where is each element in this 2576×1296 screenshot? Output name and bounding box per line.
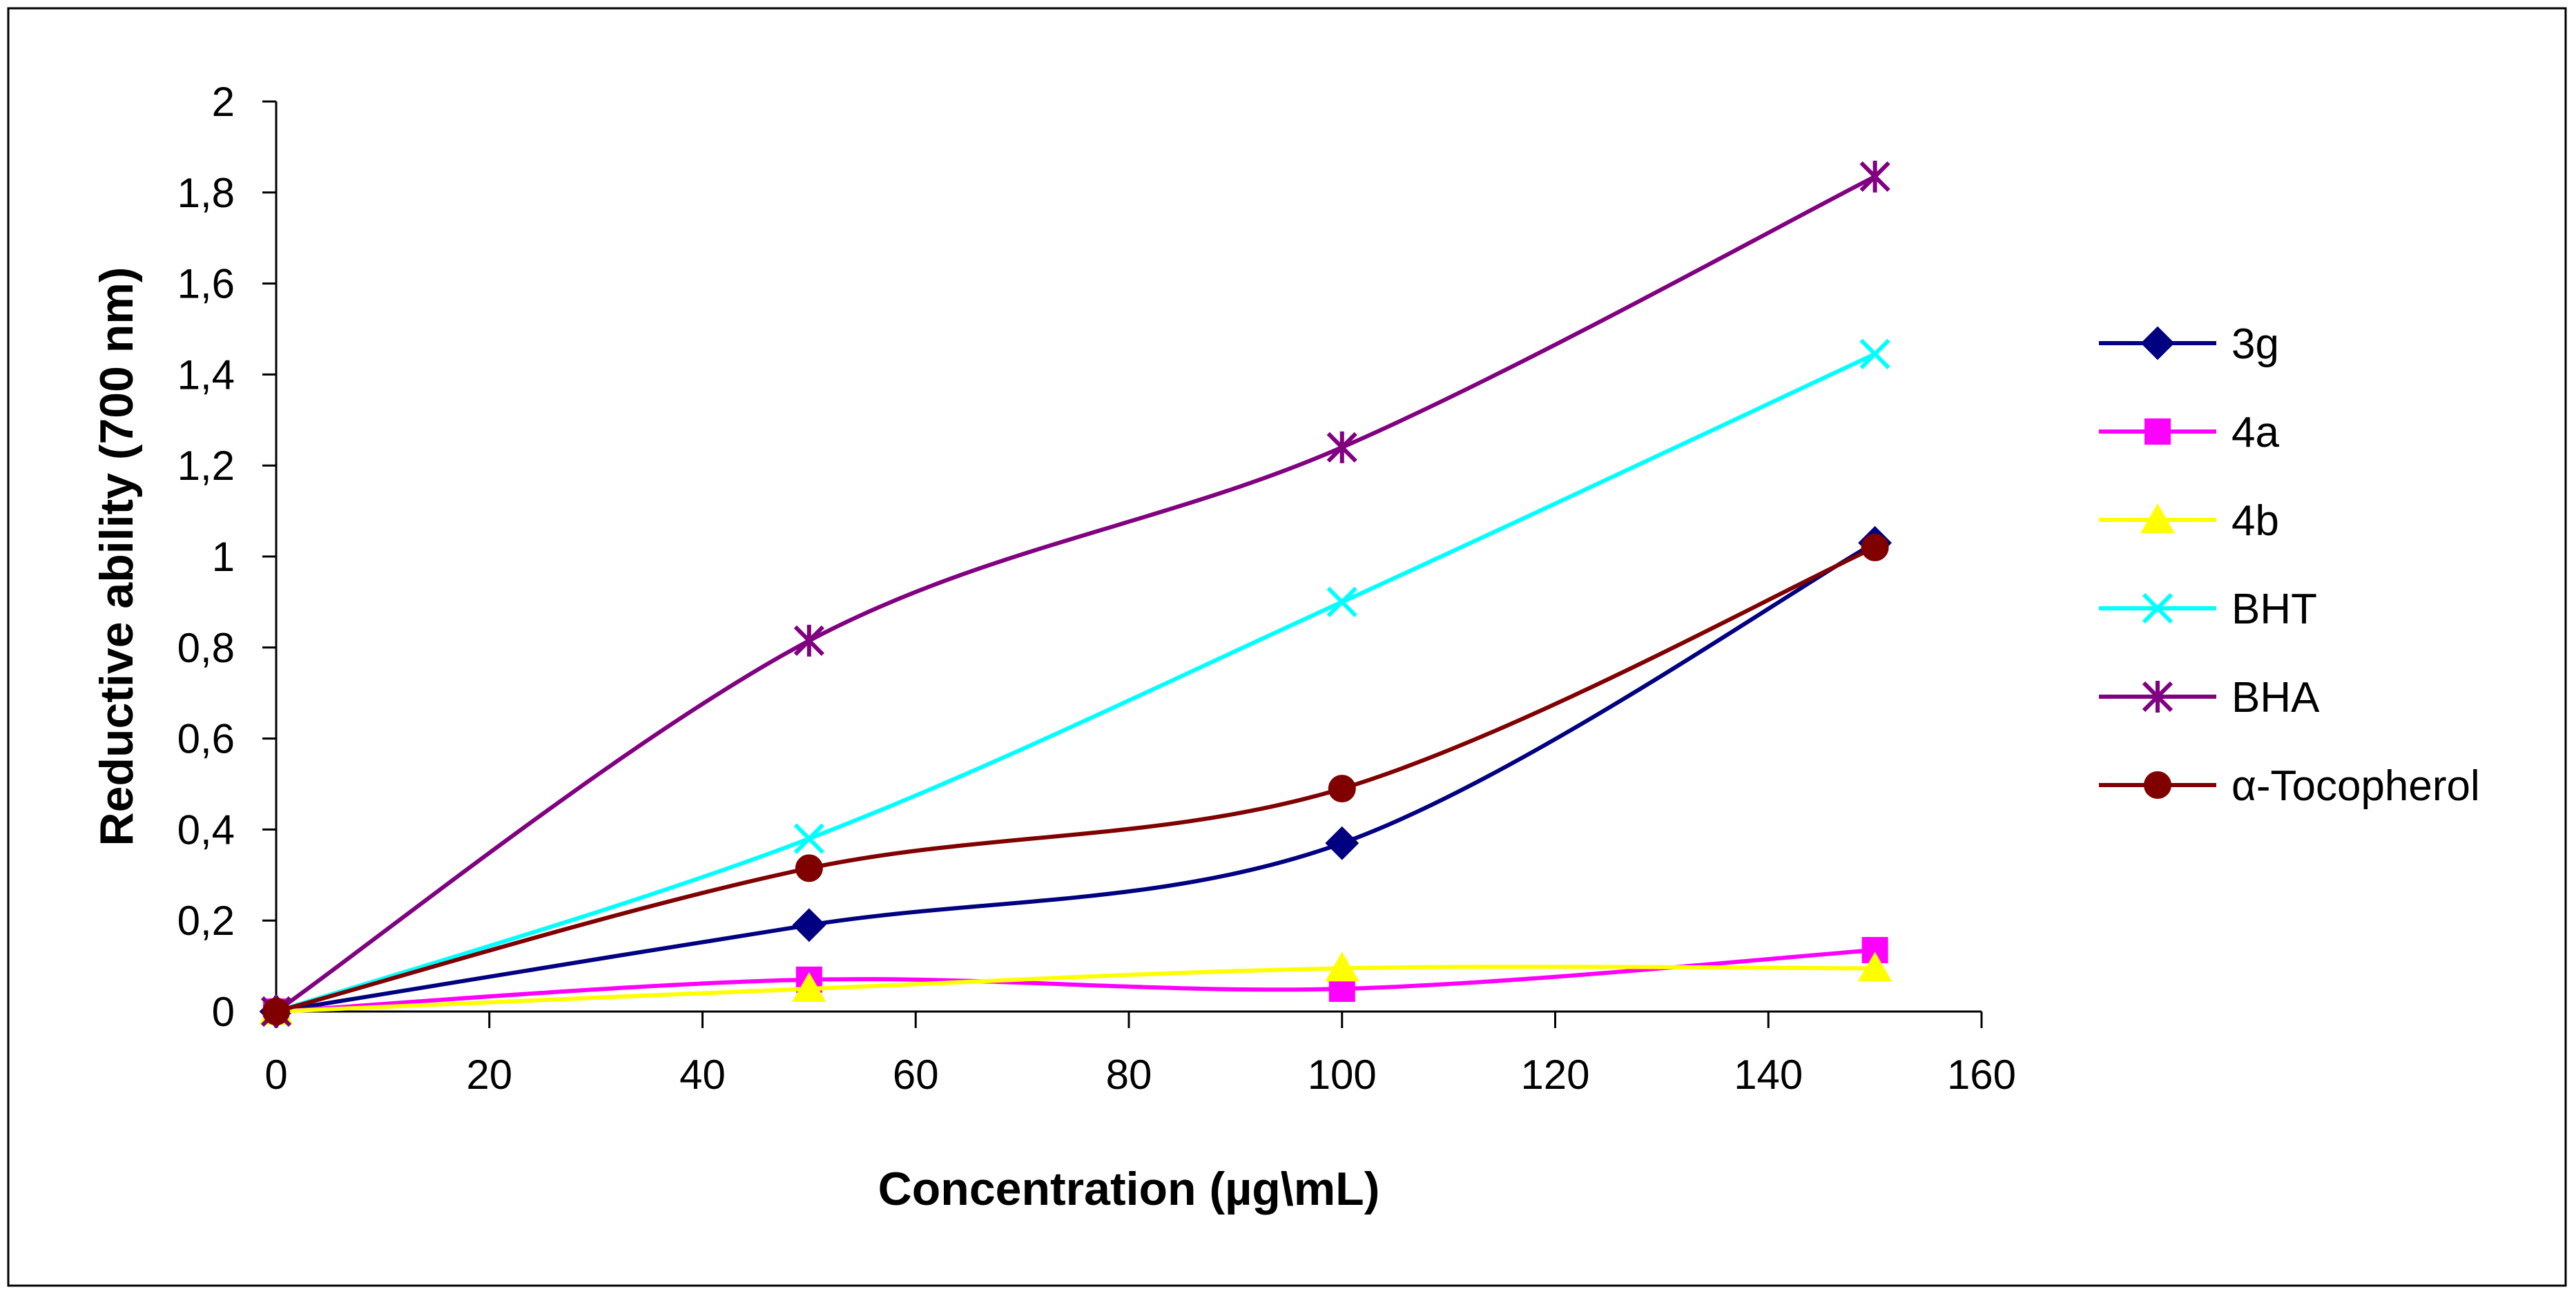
data-point-tocopherol bbox=[1328, 775, 1356, 803]
x-tick-label: 80 bbox=[1106, 1052, 1152, 1098]
series-line-bha bbox=[275, 175, 1876, 1014]
y-tick-label: 0 bbox=[212, 989, 235, 1035]
legend-item-bha: BHA bbox=[2099, 674, 2320, 722]
legend-item-3g: 3g bbox=[2099, 320, 2279, 368]
data-point-4b bbox=[792, 972, 826, 1003]
data-point-4b bbox=[1325, 951, 1359, 982]
x-axis-title: Concentration (µg\mL) bbox=[878, 1163, 1380, 1215]
legend-label: 4b bbox=[2231, 497, 2279, 545]
y-axis-title: Reductive ability (700 nm) bbox=[90, 267, 143, 847]
y-tick-label: 1,6 bbox=[177, 261, 235, 307]
y-tick-label: 0,4 bbox=[177, 806, 235, 853]
data-point-bha bbox=[1859, 160, 1890, 193]
data-point-bha bbox=[793, 624, 825, 657]
y-tick-label: 0,6 bbox=[177, 716, 235, 762]
legend-label: 4a bbox=[2231, 409, 2279, 456]
legend-item-4b: 4b bbox=[2099, 497, 2279, 545]
x-tick-label: 120 bbox=[1520, 1052, 1589, 1098]
x-tick-label: 160 bbox=[1947, 1052, 2016, 1098]
data-point-bha bbox=[1326, 431, 1357, 463]
legend-item-tocopherol: α-Tocopherol bbox=[2099, 762, 2480, 810]
series-line-3g bbox=[275, 541, 1877, 1014]
data-point-3g bbox=[1325, 826, 1359, 860]
y-tick-label: 2 bbox=[212, 79, 235, 125]
data-point-tocopherol bbox=[262, 998, 290, 1025]
series-tocopherol bbox=[262, 533, 1889, 1025]
series-line-bht bbox=[275, 352, 1876, 1014]
y-tick-label: 0,2 bbox=[177, 898, 235, 944]
series-line-4b bbox=[275, 965, 1875, 1014]
data-point-tocopherol bbox=[795, 854, 823, 882]
data-point-tocopherol bbox=[1861, 533, 1889, 561]
data-point-bht bbox=[793, 823, 825, 854]
chart-border bbox=[7, 7, 2567, 1287]
y-tick-label: 0,8 bbox=[177, 625, 235, 671]
x-tick-label: 140 bbox=[1734, 1052, 1803, 1098]
legend-marker-bha bbox=[2142, 681, 2173, 713]
y-tick-label: 1,4 bbox=[177, 351, 235, 398]
data-point-bht bbox=[1326, 586, 1357, 618]
series-layer bbox=[259, 160, 1892, 1029]
legend-label: BHA bbox=[2231, 674, 2320, 722]
legend-item-4a: 4a bbox=[2099, 409, 2279, 456]
legend: 3g 4a 4b BHT BHA α-Tocopherol bbox=[2099, 320, 2480, 810]
legend-label: BHT bbox=[2231, 586, 2317, 633]
x-tick-label: 100 bbox=[1308, 1052, 1377, 1098]
series-line-tocopherol bbox=[275, 545, 1876, 1014]
x-tick-label: 60 bbox=[893, 1052, 939, 1098]
legend-item-bht: BHT bbox=[2099, 586, 2317, 633]
y-tick-label: 1,8 bbox=[177, 170, 235, 216]
x-tick-label: 20 bbox=[466, 1052, 512, 1098]
legend-label: 3g bbox=[2231, 320, 2279, 368]
y-tick-label: 1 bbox=[212, 534, 235, 580]
legend-marker-4a bbox=[2144, 418, 2171, 445]
x-ticks: 0 20 40 60 80 100 120 140 160 bbox=[264, 1012, 2016, 1098]
legend-label: α-Tocopherol bbox=[2231, 762, 2480, 810]
legend-marker-bht bbox=[2142, 592, 2173, 624]
data-point-4b bbox=[1857, 951, 1892, 982]
legend-marker-3g bbox=[2140, 326, 2175, 360]
legend-marker-4b bbox=[2140, 503, 2175, 533]
data-point-bht bbox=[1859, 338, 1890, 369]
x-tick-label: 0 bbox=[264, 1052, 287, 1098]
series-line-4a bbox=[275, 948, 1875, 1014]
x-tick-label: 40 bbox=[679, 1052, 726, 1098]
y-tick-label: 1,2 bbox=[177, 443, 235, 489]
data-point-3g bbox=[792, 908, 826, 942]
legend-marker-tocopherol bbox=[2144, 771, 2171, 799]
y-ticks: 0 0,2 0,4 0,6 0,8 1 1,2 1,4 1,6 1,8 2 bbox=[177, 79, 276, 1035]
